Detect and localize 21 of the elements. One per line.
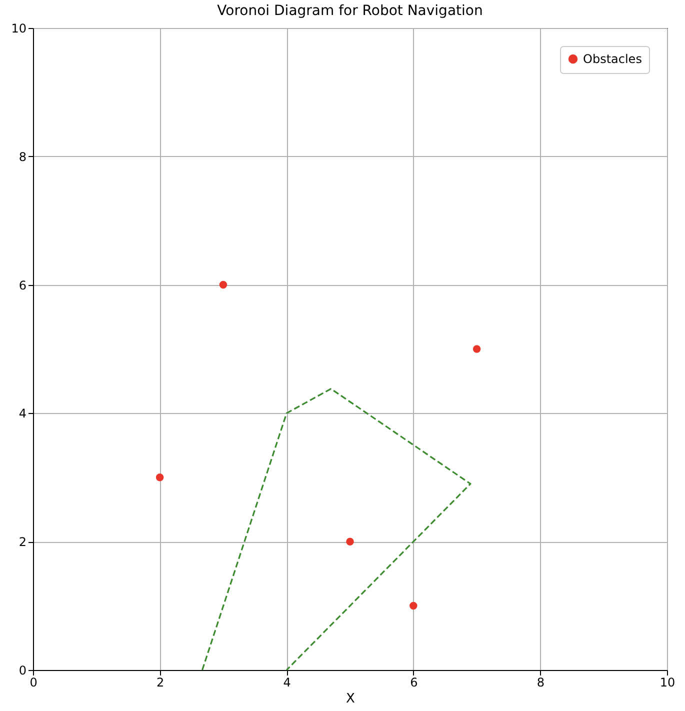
chart-title: Voronoi Diagram for Robot Navigation <box>217 3 483 19</box>
x-tick-label: 10 <box>660 676 676 690</box>
x-tick-label: 4 <box>283 676 291 690</box>
point <box>346 538 354 546</box>
point <box>472 345 481 353</box>
y-tick-label: 10 <box>11 22 26 36</box>
y-tick-label: 4 <box>18 406 26 421</box>
legend-label: Obstacles <box>583 52 642 66</box>
x-axis-title: X <box>346 692 356 706</box>
x-tick-label: 6 <box>410 676 418 690</box>
y-tick-label: 0 <box>18 664 26 678</box>
y-tick-label: 8 <box>18 150 26 164</box>
line-series <box>201 388 472 671</box>
point <box>156 474 164 482</box>
x-tick-label: 8 <box>536 676 545 690</box>
y-tick-label: 6 <box>18 278 26 292</box>
point <box>410 602 418 610</box>
x-tick-label: 2 <box>156 676 164 690</box>
point <box>219 280 228 289</box>
x-tick-label: 0 <box>30 676 38 690</box>
y-tick-label: 2 <box>18 535 26 550</box>
